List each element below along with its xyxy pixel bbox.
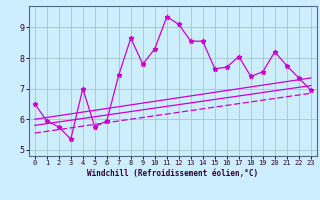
X-axis label: Windchill (Refroidissement éolien,°C): Windchill (Refroidissement éolien,°C) [87,169,258,178]
